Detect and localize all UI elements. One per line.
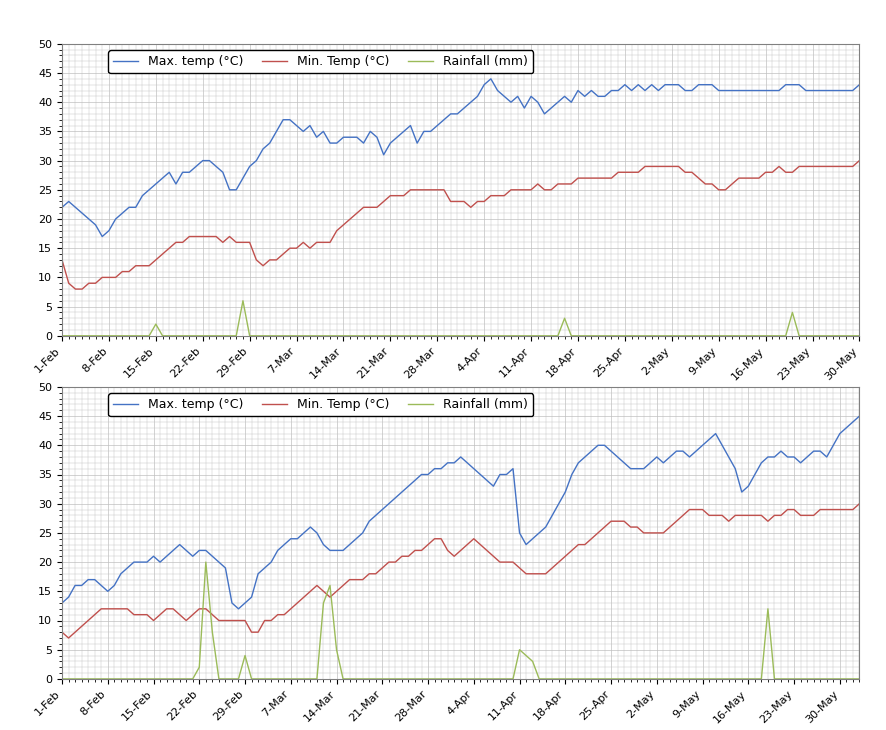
- Min. Temp (°C): [506, 185, 517, 194]
- Min. Temp (°C): [70, 285, 81, 293]
- Rainfall (mm): [834, 331, 844, 340]
- Rainfall (mm): [506, 331, 517, 340]
- Max. temp (°C): [148, 552, 159, 561]
- Rainfall (mm): [854, 331, 865, 340]
- Min. Temp (°C): [278, 250, 289, 258]
- Line: Rainfall (mm): Rainfall (mm): [62, 562, 859, 679]
- Min. Temp (°C): [57, 628, 67, 637]
- Max. temp (°C): [854, 412, 865, 420]
- Max. temp (°C): [700, 80, 711, 89]
- Min. Temp (°C): [109, 604, 120, 613]
- Max. temp (°C): [278, 115, 289, 124]
- X-axis label: During 2018: During 2018: [413, 423, 509, 437]
- Max. temp (°C): [136, 558, 146, 566]
- Rainfall (mm): [136, 675, 146, 683]
- Min. Temp (°C): [613, 168, 624, 177]
- Max. temp (°C): [231, 185, 242, 194]
- Rainfall (mm): [237, 296, 248, 305]
- Min. Temp (°C): [711, 511, 721, 520]
- Max. temp (°C): [841, 86, 851, 95]
- Rainfall (mm): [613, 331, 624, 340]
- Rainfall (mm): [103, 675, 113, 683]
- Line: Min. Temp (°C): Min. Temp (°C): [62, 504, 859, 638]
- Legend: Max. temp (°C), Min. Temp (°C), Rainfall (mm): Max. temp (°C), Min. Temp (°C), Rainfall…: [108, 393, 533, 416]
- Min. Temp (°C): [142, 610, 152, 619]
- Min. Temp (°C): [57, 255, 67, 264]
- Max. temp (°C): [103, 587, 113, 596]
- Rainfall (mm): [278, 331, 289, 340]
- Rainfall (mm): [711, 675, 721, 683]
- Max. temp (°C): [486, 74, 496, 83]
- Min. Temp (°C): [231, 238, 242, 247]
- Rainfall (mm): [57, 331, 67, 340]
- Min. Temp (°C): [693, 174, 703, 182]
- Max. temp (°C): [711, 429, 721, 438]
- Max. temp (°C): [854, 80, 865, 89]
- Max. temp (°C): [97, 232, 107, 241]
- Max. temp (°C): [57, 599, 67, 607]
- Max. temp (°C): [233, 604, 244, 613]
- Rainfall (mm): [200, 558, 211, 566]
- Max. temp (°C): [57, 203, 67, 212]
- Min. Temp (°C): [854, 156, 865, 165]
- Max. temp (°C): [512, 92, 523, 101]
- Rainfall (mm): [693, 331, 703, 340]
- Rainfall (mm): [57, 675, 67, 683]
- Min. Temp (°C): [854, 499, 865, 508]
- Rainfall (mm): [292, 675, 303, 683]
- Rainfall (mm): [409, 675, 420, 683]
- Legend: Max. temp (°C), Min. Temp (°C), Rainfall (mm): Max. temp (°C), Min. Temp (°C), Rainfall…: [108, 50, 533, 73]
- Min. Temp (°C): [63, 634, 74, 642]
- Rainfall (mm): [148, 675, 159, 683]
- Line: Max. temp (°C): Max. temp (°C): [62, 416, 859, 609]
- Line: Rainfall (mm): Rainfall (mm): [62, 301, 859, 336]
- Min. Temp (°C): [409, 546, 420, 555]
- Max. temp (°C): [292, 534, 303, 543]
- Line: Min. Temp (°C): Min. Temp (°C): [62, 161, 859, 289]
- Max. temp (°C): [619, 80, 630, 89]
- Line: Max. temp (°C): Max. temp (°C): [62, 79, 859, 237]
- Rainfall (mm): [854, 675, 865, 683]
- Max. temp (°C): [409, 476, 420, 485]
- Rainfall (mm): [224, 331, 235, 340]
- Min. Temp (°C): [155, 610, 166, 619]
- Min. Temp (°C): [834, 162, 844, 171]
- Min. Temp (°C): [292, 599, 303, 607]
